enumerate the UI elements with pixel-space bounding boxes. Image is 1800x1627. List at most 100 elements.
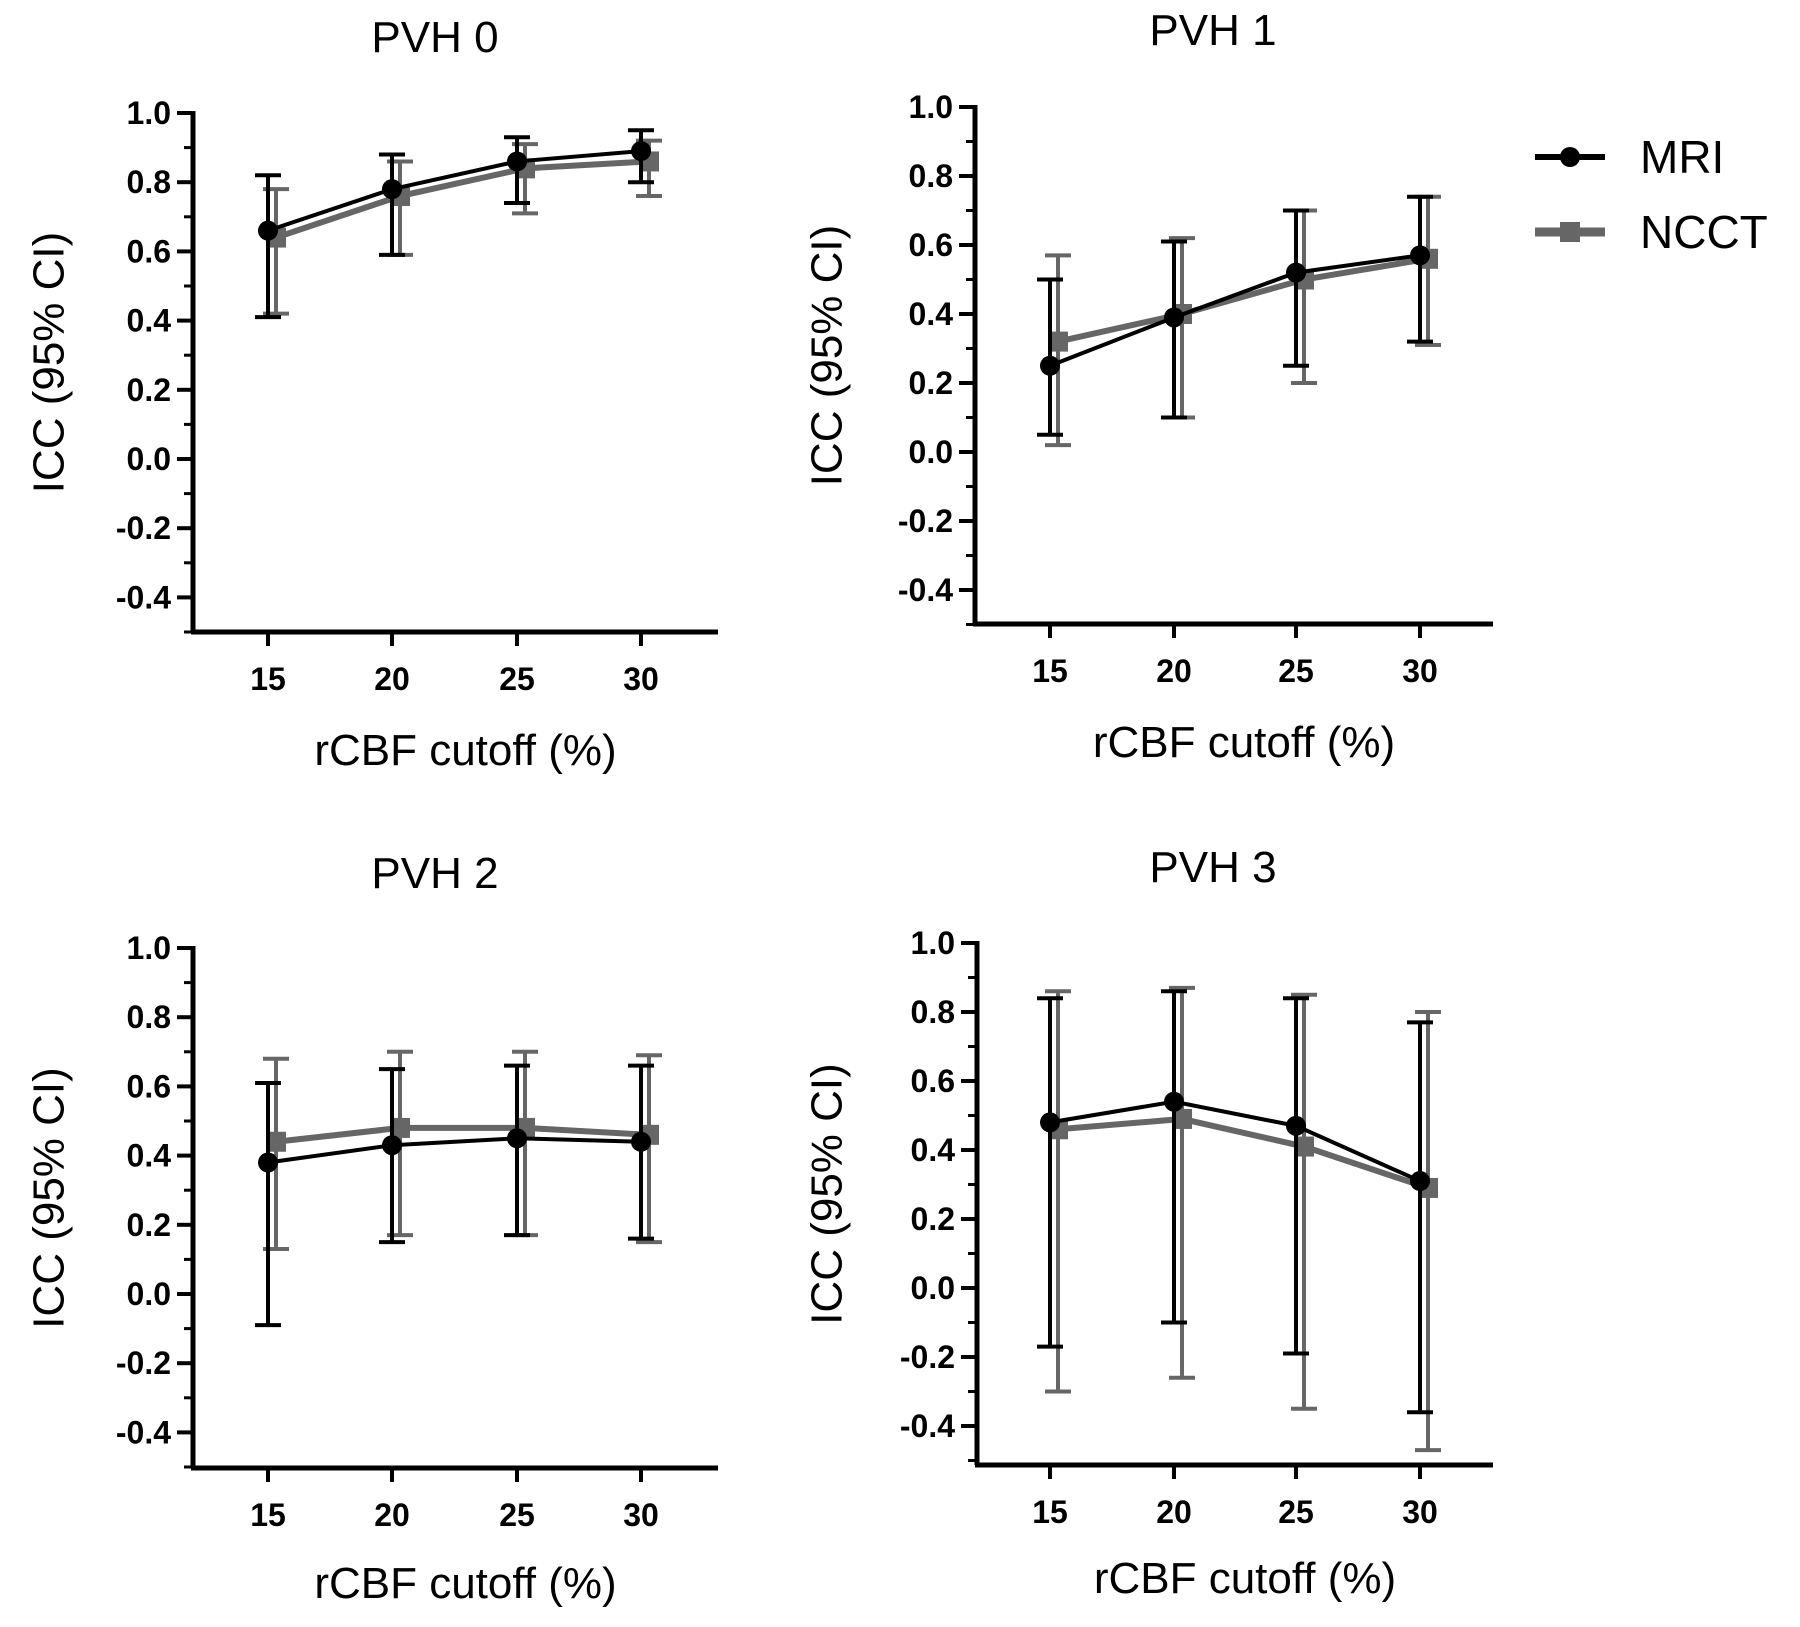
- data-point-ncct: [1172, 1108, 1192, 1129]
- x-tick-label: 15: [1032, 1494, 1068, 1530]
- x-tick-label: 25: [499, 1497, 535, 1533]
- series-line: [267, 1136, 642, 1165]
- data-point-mri: [382, 179, 402, 200]
- data-point-mri: [382, 1135, 402, 1156]
- legend-label-mri: MRI: [1640, 131, 1724, 183]
- panel-title: PVH 2: [371, 849, 498, 898]
- series-line: [1049, 1099, 1421, 1183]
- data-point-mri: [258, 220, 278, 241]
- panel-title: PVH 0: [371, 13, 498, 62]
- y-tick-label: 0.0: [911, 1270, 955, 1306]
- data-point-ncct: [1294, 1136, 1314, 1157]
- series-line: [267, 149, 642, 233]
- x-tick-label: 15: [1032, 653, 1068, 689]
- y-tick-label: 0.6: [909, 227, 953, 263]
- x-axis-label: rCBF cutoff (%): [314, 1559, 616, 1608]
- data-point-mri: [1410, 245, 1430, 266]
- data-point-ncct: [390, 1117, 410, 1138]
- legend: MRI NCCT: [1535, 131, 1768, 258]
- chart-panel: PVH 2 1.0 0.8 0.6 0.4 0.2 0.0 -0.2 -0.4 15 20 25 30r…: [25, 849, 718, 1608]
- series-ncct: [1045, 985, 1441, 1453]
- data-point-mri: [507, 151, 527, 172]
- y-tick-label: 0.4: [909, 296, 954, 332]
- chart-panel: PVH 1 1.0 0.8 0.6 0.4 0.2 0.0 -0.2 -0.4 15 20 25 30r…: [803, 6, 1493, 767]
- series-mri: [255, 128, 654, 320]
- series-mri: [1037, 989, 1433, 1415]
- data-point-mri: [1040, 355, 1060, 376]
- y-tick-label: 0.8: [127, 999, 171, 1035]
- legend-marker-mri: [1560, 147, 1580, 167]
- y-axis-label: ICC (95% CI): [803, 225, 852, 487]
- x-tick-label: 20: [374, 661, 410, 697]
- x-tick-label: 30: [1402, 1494, 1438, 1530]
- y-tick-label: 0.4: [127, 1138, 172, 1174]
- x-tick-label: 20: [1156, 1494, 1192, 1530]
- x-tick-label: 25: [499, 661, 535, 697]
- series-line: [1057, 255, 1429, 345]
- y-axis-label: ICC (95% CI): [25, 1067, 74, 1329]
- y-tick-label: 0.6: [127, 1068, 171, 1104]
- series-line: [1057, 1115, 1429, 1191]
- y-tick-label: -0.2: [900, 1339, 955, 1375]
- y-tick-label: 0.0: [127, 1276, 171, 1312]
- series-line: [1049, 253, 1421, 368]
- legend-entry-ncct: NCCT: [1535, 206, 1768, 258]
- y-tick-label: 0.0: [909, 434, 953, 470]
- y-tick-label: 0.8: [911, 994, 955, 1030]
- data-point-mri: [1164, 1091, 1184, 1112]
- x-tick-label: 25: [1278, 1494, 1314, 1530]
- data-point-mri: [1286, 262, 1306, 283]
- x-tick-label: 20: [1156, 653, 1192, 689]
- y-tick-label: -0.4: [116, 579, 171, 615]
- data-point-ncct: [266, 1131, 286, 1152]
- x-tick-label: 15: [250, 661, 286, 697]
- y-tick-label: 0.2: [127, 1207, 171, 1243]
- y-tick-label: 0.8: [127, 164, 171, 200]
- series-mri: [1037, 194, 1433, 437]
- y-tick-label: -0.4: [898, 572, 953, 608]
- data-point-mri: [1040, 1112, 1060, 1133]
- legend-marker-ncct: [1560, 222, 1580, 242]
- series-line: [275, 158, 650, 241]
- x-tick-label: 30: [1402, 653, 1438, 689]
- y-tick-label: -0.2: [898, 503, 953, 539]
- y-tick-label: 0.6: [127, 233, 171, 269]
- y-tick-label: 1.0: [911, 925, 955, 961]
- x-tick-label: 20: [374, 1497, 410, 1533]
- y-tick-label: 0.2: [909, 365, 953, 401]
- chart-panels: PVH 01.00.80.60.40.20.0-0.2-0.415 20 25 30r…: [25, 6, 1493, 1608]
- x-tick-label: 15: [250, 1497, 286, 1533]
- x-tick-label: 25: [1278, 653, 1314, 689]
- y-tick-label: 0.6: [911, 1063, 955, 1099]
- panel-title: PVH 3: [1149, 843, 1276, 892]
- series-ncct: [1045, 194, 1441, 448]
- series-ncct: [263, 1049, 662, 1252]
- data-point-mri: [1410, 1171, 1430, 1192]
- legend-entry-mri: MRI: [1535, 131, 1724, 183]
- y-axis-label: ICC (95% CI): [803, 1063, 852, 1325]
- y-tick-label: 1.0: [909, 89, 953, 125]
- legend-label-ncct: NCCT: [1640, 206, 1768, 258]
- x-tick-label: 30: [623, 1497, 659, 1533]
- data-point-mri: [1286, 1115, 1306, 1136]
- chart-panel: PVH 0 1.0 0.8 0.6 0.4 0.2 0.0 -0.2 -0.4 15 20 25 30r…: [25, 13, 718, 775]
- y-tick-label: 0.4: [911, 1132, 956, 1168]
- data-point-mri: [507, 1128, 527, 1149]
- y-tick-label: -0.4: [116, 1414, 171, 1450]
- series-line: [275, 1124, 650, 1145]
- panel-title: PVH 1: [1149, 6, 1276, 55]
- y-tick-label: 0.2: [911, 1201, 955, 1237]
- x-axis-label: rCBF cutoff (%): [314, 726, 616, 775]
- y-tick-label: 1.0: [127, 930, 171, 966]
- y-tick-label: -0.2: [116, 510, 171, 546]
- x-tick-label: 30: [623, 661, 659, 697]
- y-tick-label: 0.8: [909, 158, 953, 194]
- data-point-mri: [631, 141, 651, 162]
- series-ncct: [263, 138, 662, 316]
- x-axis-label: rCBF cutoff (%): [1093, 718, 1395, 767]
- series-mri: [255, 1063, 654, 1328]
- y-tick-label: -0.4: [900, 1408, 955, 1444]
- y-tick-label: 0.0: [127, 441, 171, 477]
- chart-panel: PVH 3 1.0 0.8 0.6 0.4 0.2 0.0 -0.2 -0.4 15 20 25 30r…: [803, 843, 1493, 1603]
